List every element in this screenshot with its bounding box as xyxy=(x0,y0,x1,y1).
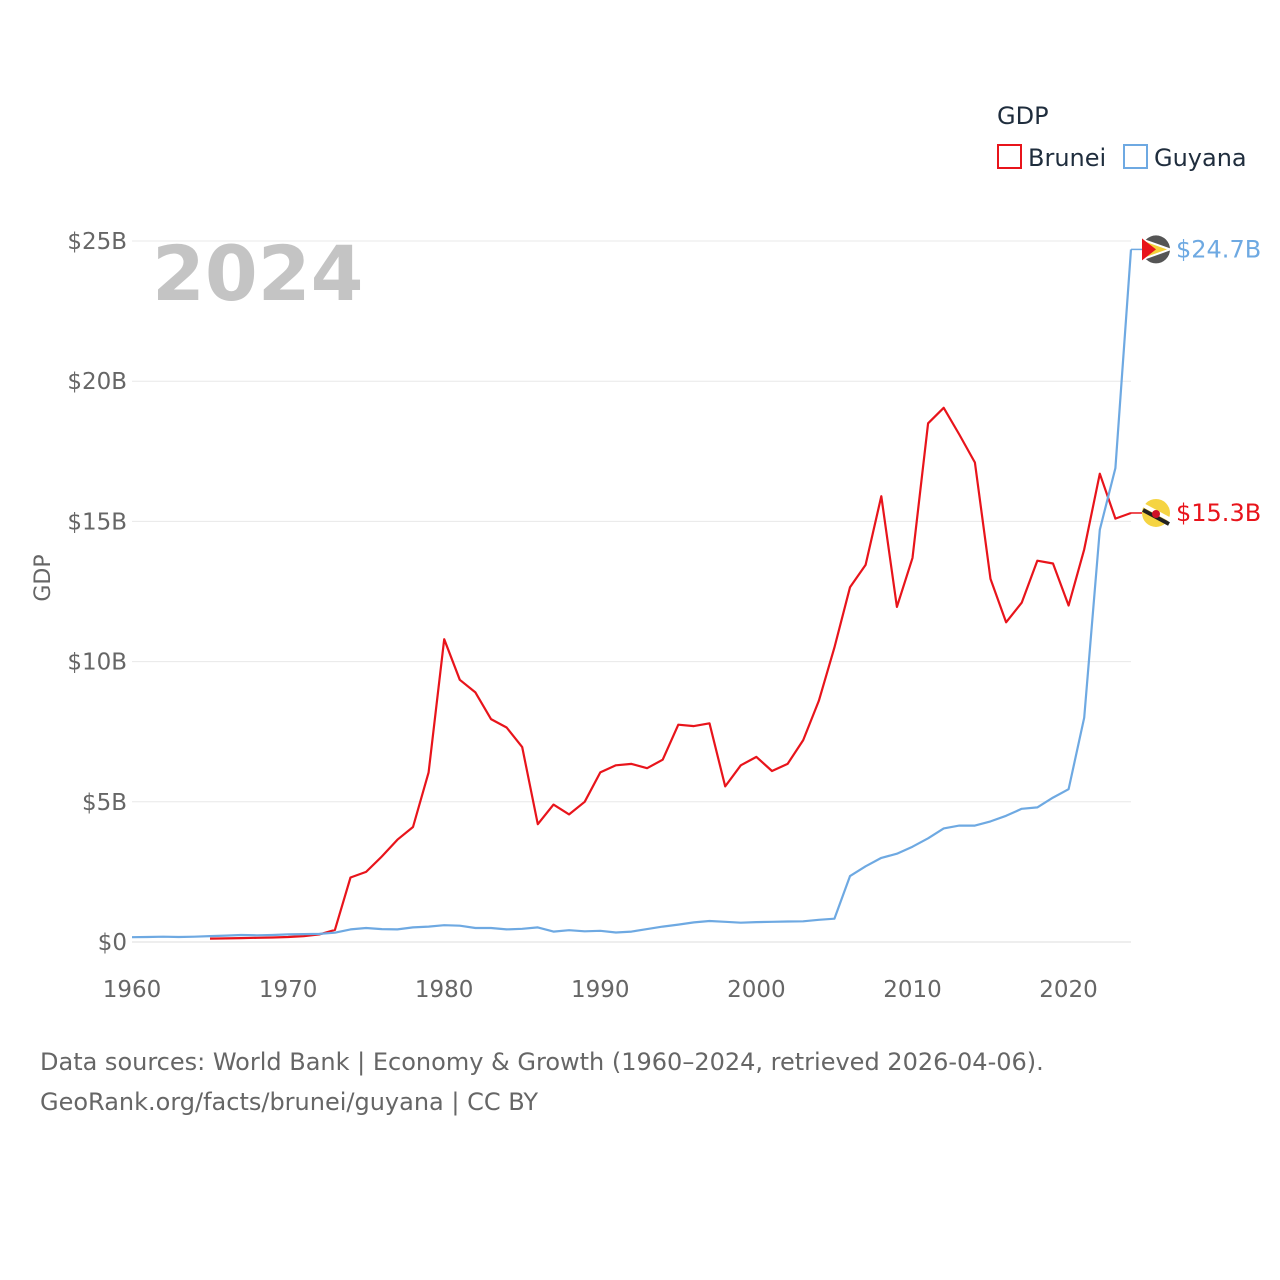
x-tick-label: 2020 xyxy=(1039,977,1098,1003)
x-tick-label: 2000 xyxy=(727,977,786,1003)
legend-label-brunei: Brunei xyxy=(1028,144,1106,172)
gridlines xyxy=(132,240,1131,943)
x-tick-label: 2010 xyxy=(883,977,942,1003)
brunei-flag-icon xyxy=(1142,498,1170,527)
legend-label-guyana: Guyana xyxy=(1154,144,1247,172)
footer-credit[interactable]: GeoRank.org/facts/brunei/guyana | CC BY xyxy=(40,1088,539,1116)
series-line-brunei xyxy=(209,406,1132,940)
y-tick-label: $0 xyxy=(98,930,127,956)
x-tick-label: 1960 xyxy=(103,977,162,1003)
legend-title: GDP xyxy=(997,102,1049,130)
y-tick-label: $15B xyxy=(67,509,127,535)
series-end-markers: $15.3B $24.7B xyxy=(1131,235,1261,527)
footer: Data sources: World Bank | Economy & Gro… xyxy=(40,1042,1044,1122)
legend-swatch-brunei xyxy=(997,144,1022,169)
x-tick-label: 1970 xyxy=(259,977,318,1003)
year-label: 2024 xyxy=(152,229,364,318)
legend[interactable]: GDP Brunei Guyana xyxy=(997,102,1247,172)
x-tick-label: 1980 xyxy=(415,977,474,1003)
series-line-guyana xyxy=(131,249,1133,939)
x-tick-label: 1990 xyxy=(571,977,630,1003)
y-tick-label: $20B xyxy=(67,369,127,395)
guyana-flag-icon xyxy=(1141,235,1173,264)
series-lines xyxy=(131,249,1133,940)
end-value-label-brunei: $15.3B xyxy=(1176,499,1261,527)
y-axis-label: GDP xyxy=(31,554,56,601)
footer-sources: Data sources: World Bank | Economy & Gro… xyxy=(40,1048,1044,1076)
y-axis-ticks: $0 $5B $10B $15B $20B $25B xyxy=(67,229,127,956)
end-value-label-guyana: $24.7B xyxy=(1176,235,1261,263)
y-tick-label: $25B xyxy=(67,229,127,255)
legend-swatch-guyana xyxy=(1123,144,1148,169)
y-tick-label: $5B xyxy=(82,790,127,816)
x-axis-ticks: 1960 1970 1980 1990 2000 2010 2020 xyxy=(103,977,1098,1003)
y-tick-label: $10B xyxy=(67,650,127,676)
